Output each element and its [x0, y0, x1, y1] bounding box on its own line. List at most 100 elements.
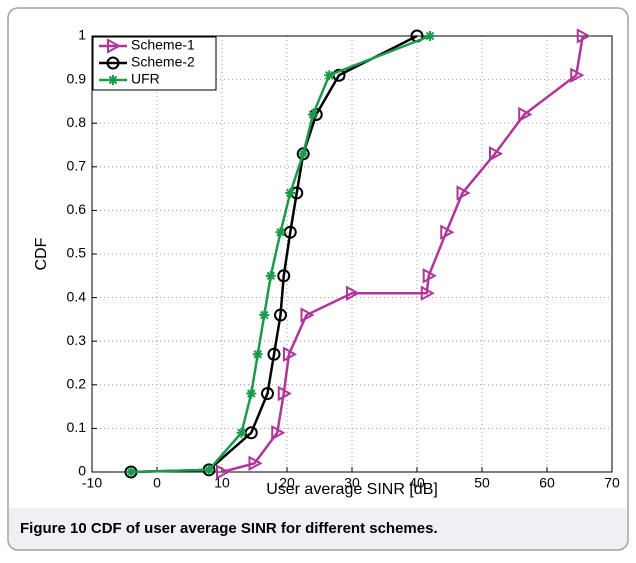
- y-tick-label: 0.2: [67, 376, 87, 392]
- marker: [275, 227, 286, 238]
- x-tick-label: 20: [279, 475, 295, 491]
- marker: [425, 31, 435, 41]
- marker-shape: [489, 146, 504, 162]
- x-tick-label: -10: [82, 475, 102, 491]
- marker-shape: [299, 149, 308, 158]
- caption-band: [9, 508, 627, 549]
- marker: [277, 385, 292, 402]
- marker: [265, 270, 276, 281]
- marker-shape: [107, 38, 122, 54]
- y-tick-label: 0.9: [67, 70, 87, 86]
- marker-shape: [266, 271, 275, 281]
- y-tick-label: 0.1: [67, 419, 87, 435]
- y-tick-label: 0.5: [67, 245, 87, 261]
- marker: [576, 28, 591, 44]
- marker-shape: [308, 110, 318, 119]
- marker-shape: [286, 188, 295, 198]
- plot-border: [91, 35, 613, 473]
- marker: [422, 268, 437, 284]
- marker-shape: [271, 425, 286, 441]
- marker: [271, 425, 286, 441]
- marker: [489, 146, 504, 162]
- marker: [267, 347, 281, 361]
- marker: [108, 75, 118, 85]
- marker: [248, 455, 263, 471]
- marker-shape: [276, 227, 285, 237]
- marker: [277, 269, 291, 283]
- series-line: [221, 35, 584, 474]
- marker: [324, 70, 335, 81]
- legend-label: Scheme-1: [131, 37, 195, 53]
- marker-shape: [216, 464, 231, 480]
- legend-label: UFR: [131, 71, 160, 87]
- marker: [282, 346, 298, 362]
- marker-shape: [260, 310, 269, 320]
- marker-shape: [570, 67, 585, 83]
- marker: [261, 387, 274, 401]
- legend-label: Scheme-2: [131, 54, 195, 70]
- marker: [107, 38, 122, 54]
- marker-shape: [576, 28, 591, 44]
- marker-shape: [456, 185, 471, 201]
- marker-shape: [277, 269, 291, 283]
- marker-shape: [126, 467, 136, 477]
- y-tick-label: 0.3: [67, 332, 87, 348]
- marker-shape: [346, 285, 361, 301]
- marker-shape: [420, 285, 435, 301]
- marker: [300, 307, 315, 323]
- y-tick-label: 0.4: [67, 288, 87, 304]
- marker: [285, 187, 296, 198]
- marker: [346, 285, 361, 301]
- marker-shape: [325, 70, 334, 80]
- marker-shape: [422, 268, 437, 284]
- x-tick-label: 60: [539, 475, 555, 491]
- marker-shape: [425, 31, 435, 41]
- x-axis-label: User average SINR [dB]: [266, 481, 438, 498]
- marker-shape: [247, 389, 256, 398]
- y-tick-label: 0.6: [67, 201, 87, 217]
- x-tick-label: 70: [604, 475, 620, 491]
- marker: [236, 427, 247, 438]
- marker: [298, 148, 309, 159]
- marker-shape: [253, 350, 262, 359]
- marker-shape: [261, 387, 274, 401]
- marker: [420, 285, 435, 301]
- marker-shape: [300, 307, 315, 323]
- marker: [308, 109, 318, 120]
- marker-shape: [204, 465, 214, 475]
- y-axis-label: CDF: [33, 237, 50, 270]
- marker: [246, 388, 257, 399]
- y-tick-label: 0: [78, 463, 86, 479]
- marker-shape: [277, 385, 292, 402]
- marker: [126, 467, 136, 477]
- marker-shape: [296, 147, 310, 161]
- marker-shape: [237, 428, 246, 438]
- marker: [456, 185, 471, 201]
- marker-shape: [440, 224, 455, 240]
- y-tick-label: 0.8: [67, 114, 87, 130]
- marker: [274, 308, 287, 322]
- marker: [259, 310, 270, 321]
- marker: [216, 464, 231, 480]
- y-tick-label: 0.7: [67, 158, 87, 174]
- marker-shape: [267, 347, 281, 361]
- marker: [296, 147, 310, 161]
- y-tick-label: 1: [78, 27, 86, 43]
- marker: [570, 67, 585, 83]
- marker-shape: [248, 455, 263, 471]
- x-tick-label: 0: [153, 475, 161, 491]
- x-tick-label: 50: [474, 475, 490, 491]
- marker-shape: [274, 308, 287, 322]
- marker-shape: [282, 346, 298, 362]
- marker-shape: [106, 56, 120, 70]
- caption-text: CDF of user average SINR for different s…: [91, 520, 438, 537]
- caption: Figure 10 CDF of user average SINR for d…: [20, 520, 438, 537]
- x-tick-label: 10: [214, 475, 230, 491]
- marker: [440, 224, 455, 240]
- marker: [106, 56, 120, 70]
- x-tick-label: 40: [409, 475, 425, 491]
- marker: [518, 106, 533, 123]
- marker: [204, 464, 214, 475]
- marker: [252, 349, 263, 360]
